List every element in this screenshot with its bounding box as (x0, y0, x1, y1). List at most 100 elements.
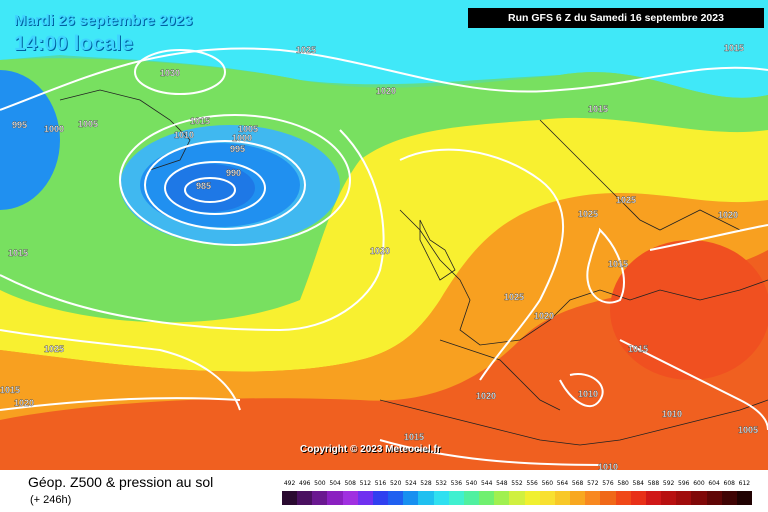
scale-swatch (600, 491, 617, 505)
coastline-britain (419, 219, 456, 281)
color-scale (282, 491, 753, 505)
scale-swatch (554, 491, 571, 505)
scale-tick: 604 (708, 480, 720, 487)
isobar-1020-west (0, 129, 385, 332)
isobar-label: 1015 (628, 344, 648, 354)
isobar-label: 990 (226, 168, 241, 178)
isobar-label: 1015 (8, 248, 28, 258)
isobar-label: 1015 (588, 104, 608, 114)
scale-tick: 504 (329, 480, 341, 487)
legend-title: Géop. Z500 & pression au sol (28, 474, 214, 490)
isobar-label: 1010 (598, 462, 618, 470)
green-band (0, 58, 768, 334)
isobar-med (559, 373, 604, 407)
scale-swatch (433, 491, 450, 505)
isobar-label: 1030 (160, 68, 180, 78)
isobar-lines (0, 47, 768, 466)
scale-swatch (282, 491, 298, 505)
scale-swatch (706, 491, 723, 505)
coastlines (59, 89, 768, 446)
isobar-label: 1025 (578, 209, 598, 219)
run-info: Run GFS 6 Z du Samedi 16 septembre 2023 (468, 8, 764, 28)
scale-swatch (736, 491, 753, 505)
isobar-high-north (134, 49, 226, 95)
scale-tick: 508 (344, 480, 356, 487)
scale-tick: 552 (511, 480, 523, 487)
isobar-label: 1015 (404, 432, 424, 442)
coastline-iberia (439, 339, 561, 411)
isobar-label: 1000 (44, 124, 64, 134)
isobar-1020-south (0, 397, 241, 411)
isobar-label: 1025 (44, 344, 64, 354)
scale-tick: 500 (314, 480, 326, 487)
scale-swatch (585, 491, 601, 505)
scale-tick: 516 (374, 480, 387, 487)
red-region-east (610, 240, 768, 380)
isobar-southeast (619, 339, 768, 431)
coastline-scandinavia (539, 119, 741, 231)
scale-tick: 592 (662, 480, 675, 487)
scale-tick-labels: 492 496 500 504 508 512 516 520 524 528 532 536 540 5… (282, 480, 752, 492)
scale-swatch (357, 491, 374, 505)
scale-tick: 564 (556, 480, 569, 487)
red-region-south (0, 250, 768, 470)
scale-tick: 572 (587, 480, 599, 487)
isobar-label: 1025 (616, 195, 636, 205)
isobar-europe-2 (586, 227, 625, 304)
forecast-time: 14:00 locale (14, 32, 134, 55)
isobar-low-1 (184, 177, 236, 203)
scale-tick: 580 (617, 480, 629, 487)
scale-swatch (312, 491, 328, 505)
isobar-label: 1025 (296, 45, 316, 55)
coastline-north-africa (379, 399, 768, 446)
isobar-label: 1010 (578, 389, 598, 399)
scale-swatch (463, 491, 480, 505)
scale-tick: 520 (389, 480, 402, 487)
isobar-label: 1005 (78, 119, 98, 129)
isobar-label: 995 (230, 144, 245, 154)
isobar-label: 1020 (14, 398, 34, 408)
isobar-label: 1000 (232, 133, 252, 143)
forecast-date: Mardi 26 septembre 2023 (14, 12, 193, 29)
scale-tick: 540 (465, 480, 478, 487)
isobar-low-3 (144, 140, 306, 230)
scale-tick: 512 (359, 480, 372, 487)
isobar-label: 1005 (238, 124, 258, 134)
isobar-1020-north (0, 47, 768, 111)
scale-swatch (479, 491, 495, 505)
scale-tick: 536 (450, 480, 463, 487)
scale-tick: 492 (283, 480, 296, 487)
scale-swatch (539, 491, 556, 505)
isobar-1025-southwest (0, 329, 241, 411)
scale-swatch (661, 491, 677, 505)
isobar-label: 985 (196, 181, 211, 191)
isobar-label: 1020 (476, 391, 496, 401)
scale-tick: 548 (496, 480, 508, 487)
isobar-label: 1025 (504, 292, 524, 302)
legend-subtitle: (+ 246h) (30, 494, 72, 506)
isobar-label: 1020 (534, 311, 554, 321)
isobar-south-africa (379, 439, 601, 466)
scale-swatch (372, 491, 389, 505)
isobar-low-4 (119, 114, 351, 246)
scale-tick: 532 (435, 480, 447, 487)
scale-tick: 612 (738, 480, 751, 487)
scale-tick: 496 (299, 480, 311, 487)
scale-tick: 584 (632, 480, 644, 487)
scale-tick: 588 (647, 480, 660, 487)
scale-swatch (418, 491, 435, 505)
isobar-label: 1015 (0, 385, 20, 395)
isobar-label: 1015 (608, 259, 628, 269)
scale-swatch (570, 491, 586, 505)
scale-tick: 524 (405, 480, 417, 487)
scale-swatch (388, 491, 404, 505)
scale-tick: 568 (571, 480, 584, 487)
scale-tick: 556 (526, 480, 538, 487)
scale-swatch (691, 491, 707, 505)
weather-map: 1030 1025 1020 1015 1015 995 1000 1005 1… (0, 0, 768, 470)
isobar-label: 1015 (190, 116, 210, 126)
scale-swatch (509, 491, 526, 505)
coastline-greenland (59, 89, 191, 171)
isobar-label: 995 (12, 120, 27, 130)
